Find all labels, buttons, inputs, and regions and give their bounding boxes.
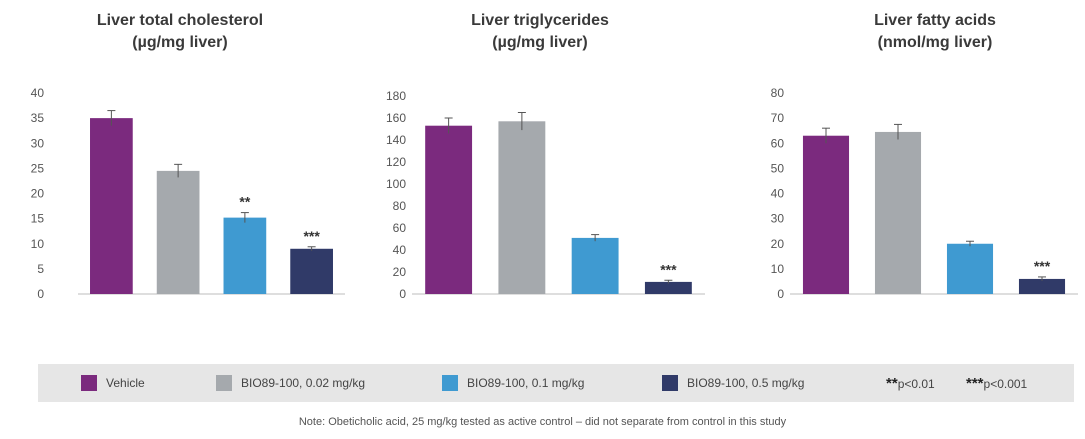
y-tick-label: 70 — [771, 111, 785, 125]
legend-swatch — [442, 375, 458, 391]
y-tick-label: 80 — [393, 199, 407, 213]
y-tick-label: 40 — [31, 86, 45, 100]
bar — [156, 170, 200, 294]
title-line-1: Liver total cholesterol — [96, 12, 264, 29]
y-tick-label: 35 — [31, 111, 45, 125]
bar — [874, 131, 922, 294]
bar — [425, 125, 473, 294]
y-tick-label: 40 — [771, 187, 785, 201]
y-tick-label: 0 — [399, 287, 406, 301]
y-tick-label: 20 — [31, 187, 45, 201]
legend-label: Vehicle — [106, 376, 145, 390]
legend-label: BIO89-100, 0.5 mg/kg — [687, 376, 805, 390]
legend-label: BIO89-100, 0.02 mg/kg — [241, 376, 366, 390]
y-tick-label: 160 — [386, 111, 406, 125]
y-tick-label: 180 — [386, 89, 406, 103]
title-line-2: (µg/mg liver) — [492, 34, 588, 51]
y-tick-label: 20 — [393, 265, 407, 279]
sig-stars: *** — [966, 374, 984, 392]
bar — [802, 135, 850, 294]
bar — [1018, 278, 1066, 294]
y-tick-label: 5 — [37, 262, 44, 276]
legend-significance-p001: **p<0.01 — [886, 375, 935, 392]
y-tick-label: 50 — [771, 161, 785, 175]
y-tick-label: 20 — [771, 237, 785, 251]
y-tick-label: 30 — [771, 212, 785, 226]
sig-stars: ** — [886, 374, 898, 392]
chart-title-triglycerides: Liver triglycerides (µg/mg liver) — [420, 10, 660, 54]
y-tick-label: 60 — [771, 136, 785, 150]
title-line-2: (µg/mg liver) — [132, 34, 228, 51]
y-tick-label: 100 — [386, 177, 406, 191]
significance-label: ** — [239, 194, 250, 210]
bar — [571, 237, 619, 294]
y-tick-label: 10 — [771, 262, 785, 276]
y-tick-label: 80 — [771, 86, 785, 100]
y-tick-label: 25 — [31, 161, 45, 175]
legend-item-high-dose: BIO89-100, 0.5 mg/kg — [662, 375, 804, 391]
significance-label: *** — [660, 261, 677, 277]
title-line-1: Liver triglycerides — [471, 12, 609, 29]
y-tick-label: 15 — [31, 212, 45, 226]
legend-item-mid-dose: BIO89-100, 0.1 mg/kg — [442, 375, 584, 391]
significance-label: *** — [303, 228, 320, 244]
y-tick-label: 0 — [37, 287, 44, 301]
title-line-2: (nmol/mg liver) — [877, 34, 993, 51]
y-tick-label: 60 — [393, 221, 407, 235]
legend-swatch — [662, 375, 678, 391]
y-tick-label: 30 — [31, 136, 45, 150]
bar — [290, 248, 333, 294]
bar — [498, 121, 546, 294]
significance-label: *** — [1034, 258, 1051, 274]
sig-text: p<0.001 — [983, 376, 1028, 391]
chart-title-fatty-acids: Liver fatty acids (nmol/mg liver) — [815, 10, 1055, 54]
bar — [90, 118, 133, 294]
legend-significance-p0001: ***p<0.001 — [966, 375, 1027, 392]
title-line-1: Liver fatty acids — [874, 12, 996, 29]
y-tick-label: 10 — [31, 237, 45, 251]
legend-swatch — [81, 375, 97, 391]
footnote: Note: Obeticholic acid, 25 mg/kg tested … — [298, 416, 787, 428]
legend-item-vehicle: Vehicle — [81, 375, 145, 391]
y-tick-label: 40 — [393, 243, 407, 257]
bar-charts: 0510152025303540*****0204060801001201401… — [31, 86, 1078, 301]
y-tick-label: 120 — [386, 155, 406, 169]
legend: Vehicle BIO89-100, 0.02 mg/kg BIO89-100,… — [38, 364, 1074, 402]
y-tick-label: 140 — [386, 133, 406, 147]
y-tick-label: 0 — [777, 287, 784, 301]
chart-title-cholesterol: Liver total cholesterol (µg/mg liver) — [60, 10, 300, 54]
bar — [223, 217, 267, 294]
legend-item-low-dose: BIO89-100, 0.02 mg/kg — [216, 375, 365, 391]
sig-text: p<0.01 — [897, 376, 935, 391]
legend-swatch — [216, 375, 232, 391]
legend-label: BIO89-100, 0.1 mg/kg — [467, 376, 585, 390]
bar — [644, 281, 692, 294]
bar — [946, 243, 994, 294]
